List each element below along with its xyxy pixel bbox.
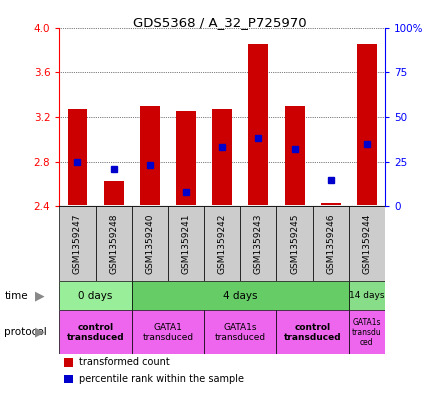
- Bar: [132, 281, 349, 310]
- Bar: [212, 109, 232, 205]
- Text: GSM1359241: GSM1359241: [182, 213, 191, 274]
- Text: GSM1359248: GSM1359248: [109, 213, 118, 274]
- Bar: [59, 206, 95, 281]
- Bar: [285, 106, 304, 205]
- Bar: [313, 206, 349, 281]
- Bar: [276, 310, 349, 354]
- Bar: [59, 281, 132, 310]
- Bar: [132, 310, 204, 354]
- Text: control
transduced: control transduced: [67, 323, 125, 342]
- Bar: [357, 44, 377, 205]
- Bar: [349, 206, 385, 281]
- Text: GSM1359245: GSM1359245: [290, 213, 299, 274]
- Text: GSM1359242: GSM1359242: [218, 213, 227, 274]
- Text: protocol: protocol: [4, 327, 47, 337]
- Text: 14 days: 14 days: [349, 291, 385, 300]
- Bar: [204, 310, 276, 354]
- Bar: [59, 310, 132, 354]
- Bar: [168, 206, 204, 281]
- Bar: [349, 310, 385, 354]
- Bar: [140, 106, 160, 205]
- Text: GSM1359244: GSM1359244: [363, 213, 371, 274]
- Text: transformed count: transformed count: [79, 357, 170, 367]
- Bar: [349, 281, 385, 310]
- Bar: [240, 206, 276, 281]
- Bar: [132, 206, 168, 281]
- Text: control
transduced: control transduced: [284, 323, 341, 342]
- Bar: [68, 109, 88, 205]
- Bar: [104, 181, 124, 205]
- Text: GSM1359243: GSM1359243: [254, 213, 263, 274]
- Bar: [249, 44, 268, 205]
- Bar: [321, 203, 341, 205]
- Text: GATA1s
transdu
ced: GATA1s transdu ced: [352, 318, 382, 347]
- Text: ▶: ▶: [35, 289, 44, 302]
- Text: percentile rank within the sample: percentile rank within the sample: [79, 374, 244, 384]
- Text: GSM1359247: GSM1359247: [73, 213, 82, 274]
- Text: 4 days: 4 days: [223, 291, 257, 301]
- Text: GSM1359246: GSM1359246: [326, 213, 335, 274]
- Bar: [95, 206, 132, 281]
- Text: ▶: ▶: [35, 325, 44, 339]
- Text: 0 days: 0 days: [78, 291, 113, 301]
- Text: GDS5368 / A_32_P725970: GDS5368 / A_32_P725970: [133, 16, 307, 29]
- Text: GATA1s
transduced: GATA1s transduced: [215, 323, 266, 342]
- Bar: [176, 111, 196, 205]
- Bar: [204, 206, 240, 281]
- Text: GATA1
transduced: GATA1 transduced: [143, 323, 194, 342]
- Bar: [276, 206, 313, 281]
- Text: GSM1359240: GSM1359240: [145, 213, 154, 274]
- Text: time: time: [4, 291, 28, 301]
